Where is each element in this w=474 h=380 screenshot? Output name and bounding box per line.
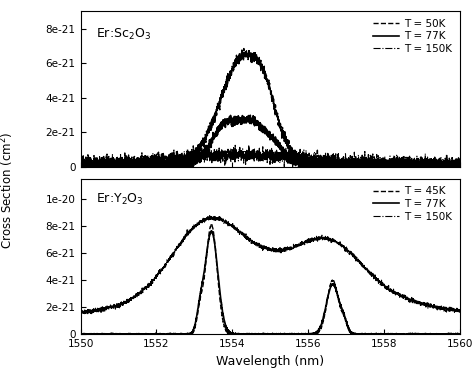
T = 150K	[240, 231, 246, 236]
T = 150K	[78, 164, 83, 169]
T = 77K	[121, 165, 127, 169]
T = 50K	[409, 158, 415, 163]
T = 77K	[223, 325, 229, 330]
T = 150K	[85, 312, 91, 316]
T = 150K	[457, 307, 463, 312]
T = 50K	[78, 160, 83, 165]
T = 150K	[450, 308, 456, 313]
T = 150K	[144, 158, 149, 163]
T = 77K	[409, 332, 415, 336]
T = 45K	[144, 331, 149, 336]
Text: Er:Y$_2$O$_3$: Er:Y$_2$O$_3$	[96, 192, 144, 207]
Legend: T = 45K, T = 77K, T = 150K: T = 45K, T = 77K, T = 150K	[371, 184, 455, 224]
Line: T = 77K: T = 77K	[81, 115, 460, 167]
T = 50K	[79, 165, 85, 169]
T = 50K	[240, 54, 246, 58]
T = 45K	[121, 332, 127, 337]
T = 50K	[121, 163, 127, 168]
T = 50K	[144, 160, 149, 165]
T = 77K	[450, 332, 456, 337]
T = 77K	[240, 332, 246, 337]
T = 50K	[241, 46, 246, 51]
T = 150K	[409, 295, 415, 300]
T = 150K	[457, 159, 463, 163]
T = 77K	[223, 119, 229, 124]
T = 77K	[144, 332, 149, 337]
T = 150K	[207, 214, 212, 218]
T = 77K	[409, 162, 414, 166]
T = 45K	[209, 222, 215, 227]
T = 50K	[457, 162, 463, 167]
T = 150K	[223, 150, 229, 155]
T = 45K	[78, 332, 83, 336]
T = 77K	[209, 229, 214, 233]
Line: T = 77K: T = 77K	[81, 231, 460, 334]
T = 77K	[78, 332, 83, 336]
T = 150K	[409, 156, 415, 161]
T = 150K	[223, 220, 229, 225]
Line: T = 150K: T = 150K	[81, 216, 460, 314]
T = 45K	[409, 332, 415, 336]
T = 77K	[450, 161, 456, 166]
Legend: T = 50K, T = 77K, T = 150K: T = 50K, T = 77K, T = 150K	[371, 17, 455, 56]
Text: Er:Sc$_2$O$_3$: Er:Sc$_2$O$_3$	[96, 27, 151, 42]
T = 150K	[121, 299, 127, 303]
Text: Cross Section (cm$^2$): Cross Section (cm$^2$)	[0, 131, 16, 249]
T = 150K	[78, 310, 83, 315]
T = 45K	[78, 332, 84, 337]
T = 45K	[240, 332, 246, 336]
T = 50K	[223, 88, 229, 92]
T = 150K	[240, 147, 246, 151]
T = 77K	[247, 113, 253, 117]
T = 77K	[78, 165, 83, 169]
T = 45K	[457, 332, 463, 337]
T = 77K	[78, 332, 83, 337]
T = 77K	[457, 165, 463, 169]
T = 150K	[232, 143, 238, 147]
T = 77K	[144, 162, 149, 166]
Line: T = 50K: T = 50K	[81, 49, 460, 167]
Line: T = 45K: T = 45K	[81, 225, 460, 334]
T = 150K	[79, 165, 84, 169]
Line: T = 150K: T = 150K	[81, 145, 460, 167]
T = 77K	[121, 332, 127, 336]
X-axis label: Wavelength (nm): Wavelength (nm)	[216, 355, 324, 368]
T = 77K	[457, 332, 463, 337]
T = 150K	[144, 286, 149, 290]
T = 77K	[239, 113, 245, 118]
T = 45K	[223, 329, 229, 333]
T = 50K	[450, 160, 456, 165]
T = 150K	[450, 162, 456, 166]
T = 45K	[450, 332, 456, 336]
T = 150K	[121, 160, 127, 164]
